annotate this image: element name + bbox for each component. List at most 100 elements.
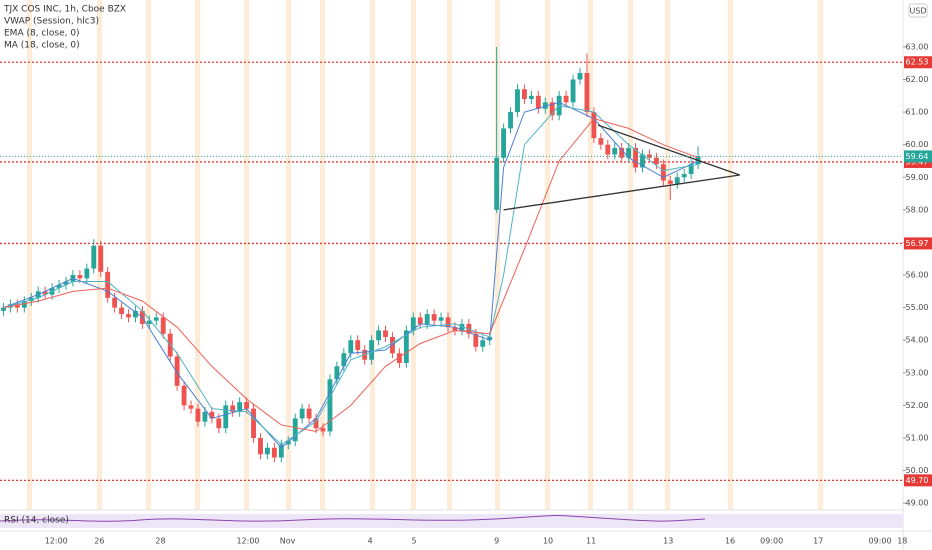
x-tick-label: 9 bbox=[494, 537, 499, 546]
candle-body bbox=[334, 366, 340, 380]
candle-body bbox=[1, 307, 6, 311]
candle-body bbox=[84, 268, 90, 279]
last-price-label: 59.64 bbox=[906, 152, 929, 161]
candle-body bbox=[299, 408, 305, 419]
candle-body bbox=[681, 174, 687, 178]
candle-body bbox=[424, 314, 430, 324]
candle-body bbox=[91, 245, 97, 269]
y-tick-label: 52.00 bbox=[906, 401, 929, 410]
candle-body bbox=[438, 317, 444, 321]
trendline bbox=[597, 124, 740, 176]
candle-body bbox=[640, 154, 645, 168]
candle-body bbox=[605, 144, 611, 155]
x-tick-label: 10 bbox=[543, 537, 553, 546]
candle-body bbox=[542, 102, 548, 109]
candle-body bbox=[230, 405, 236, 412]
candle-body bbox=[653, 157, 659, 165]
candle-body bbox=[383, 330, 388, 337]
candle-body bbox=[271, 447, 277, 458]
candle-body bbox=[563, 95, 569, 103]
x-tick-label: 11 bbox=[586, 537, 596, 546]
candle-body bbox=[77, 275, 83, 279]
candle-body bbox=[313, 418, 319, 429]
currency-badge bbox=[908, 3, 928, 18]
level-badge bbox=[904, 474, 932, 487]
candle-body bbox=[549, 102, 555, 116]
candle-body bbox=[480, 340, 486, 347]
candle-body bbox=[14, 304, 20, 308]
candle-body bbox=[584, 72, 590, 113]
x-tick-label: 17 bbox=[813, 537, 823, 546]
x-tick-label: 16 bbox=[725, 537, 735, 546]
candle-body bbox=[146, 320, 152, 324]
candle-body bbox=[376, 330, 381, 341]
y-tick-label: 59.00 bbox=[906, 173, 929, 182]
candle-body bbox=[515, 89, 520, 113]
candle-body bbox=[181, 385, 187, 406]
y-tick-label: 50.00 bbox=[906, 466, 929, 475]
level-label: 56.97 bbox=[906, 239, 929, 248]
x-tick-label: 26 bbox=[94, 537, 104, 546]
candle-body bbox=[577, 72, 583, 80]
candle-body bbox=[473, 333, 479, 347]
candle-body bbox=[598, 138, 604, 145]
y-tick-label: 51.00 bbox=[906, 433, 929, 442]
candle-body bbox=[119, 307, 124, 315]
candle-body bbox=[535, 95, 541, 109]
x-tick-label: 28 bbox=[155, 537, 165, 546]
candle-body bbox=[647, 154, 652, 158]
x-tick-label: 5 bbox=[411, 537, 416, 546]
level-badge bbox=[904, 56, 932, 69]
candle-body bbox=[667, 180, 673, 184]
x-tick-label: Nov bbox=[280, 537, 296, 546]
candle-body bbox=[133, 310, 138, 318]
candle-body bbox=[619, 147, 625, 158]
candle-body bbox=[494, 157, 500, 210]
candle-body bbox=[195, 408, 201, 422]
candle-body bbox=[341, 353, 347, 367]
candle-body bbox=[21, 301, 27, 308]
candle-body bbox=[63, 281, 69, 285]
candle-body bbox=[327, 379, 333, 432]
y-tick-label: 60.00 bbox=[906, 140, 929, 149]
candle-body bbox=[320, 428, 326, 432]
trendline bbox=[503, 174, 740, 211]
rsi-band bbox=[0, 514, 903, 528]
legend-entry: MA (18, close, 0) bbox=[4, 41, 80, 51]
candle-body bbox=[292, 418, 298, 442]
candle-body bbox=[612, 147, 618, 155]
candle-body bbox=[688, 164, 694, 175]
candle-body bbox=[209, 411, 215, 419]
candle-body bbox=[264, 447, 270, 455]
candle-body bbox=[251, 408, 256, 438]
candle-body bbox=[278, 444, 284, 458]
indicator-line bbox=[3, 105, 699, 446]
candle-body bbox=[396, 353, 402, 364]
level-label: 49.70 bbox=[906, 476, 929, 485]
candle-body bbox=[626, 147, 632, 158]
candle-body bbox=[160, 317, 166, 334]
y-tick-label: 54.00 bbox=[906, 336, 929, 345]
candle-body bbox=[98, 245, 104, 272]
legend-entry: VWAP (Session, hlc3) bbox=[4, 17, 99, 27]
candle-body bbox=[528, 95, 534, 100]
candle-body bbox=[126, 314, 131, 318]
candle-body bbox=[445, 317, 451, 328]
candle-body bbox=[153, 317, 159, 321]
session-bands bbox=[27, 0, 823, 510]
candle-body bbox=[501, 128, 507, 158]
x-tick-label: 12:00 bbox=[45, 537, 68, 546]
candle-body bbox=[459, 323, 465, 331]
indicator-line bbox=[3, 118, 699, 432]
x-tick-label: 13 bbox=[663, 537, 673, 546]
candle-body bbox=[258, 437, 263, 455]
candle-body bbox=[285, 441, 291, 445]
candle-body bbox=[112, 297, 118, 308]
legend-entry: EMA (8, close, 0) bbox=[4, 29, 80, 39]
x-tick-label: 09:00 bbox=[869, 537, 892, 546]
x-tick-label: 12:00 bbox=[236, 537, 259, 546]
y-tick-label: 55.00 bbox=[906, 303, 929, 312]
y-tick-label: 61.00 bbox=[906, 108, 929, 117]
